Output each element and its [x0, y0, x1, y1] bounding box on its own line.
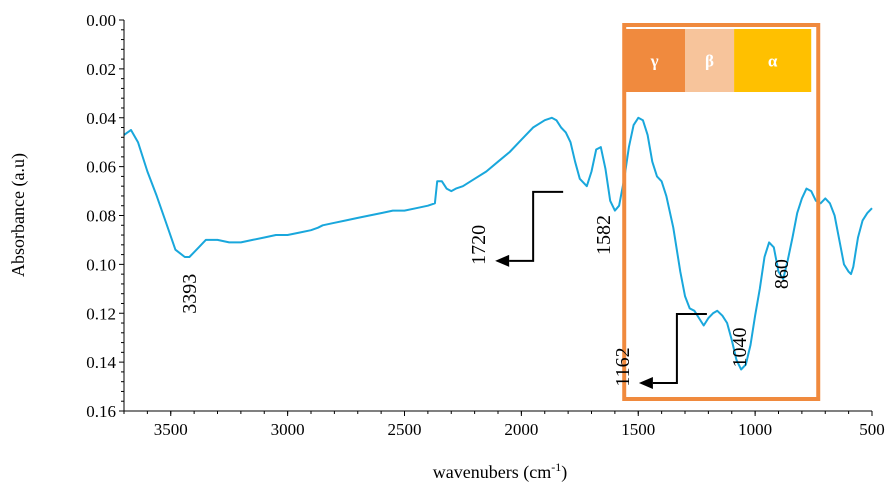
- x-tick-label: 1000: [738, 420, 772, 439]
- region-band: [685, 29, 735, 92]
- region-band: [734, 29, 812, 92]
- region-label: γ: [650, 52, 659, 71]
- region-label: α: [768, 52, 778, 71]
- y-tick-label: 0.08: [86, 207, 116, 226]
- peak-arrow-head: [495, 254, 510, 267]
- peak-label: 1040: [729, 327, 751, 367]
- y-tick-label: 0.16: [86, 402, 116, 421]
- x-tick-label: 2000: [504, 420, 538, 439]
- peak-label: 1582: [593, 215, 615, 255]
- y-tick-label: 0.12: [86, 304, 116, 323]
- x-tick-label: 1500: [621, 420, 655, 439]
- y-tick-label: 0.06: [86, 158, 116, 177]
- y-tick-label: 0.02: [86, 60, 116, 79]
- region-outline: [622, 23, 821, 401]
- y-tick-label: 0.00: [86, 11, 116, 30]
- x-axis-title-sup: -1: [551, 460, 561, 474]
- axes: 0.00 0.02 0.04 0.06 0.08 0.10 0.12 0.14 0.16 3500…: [86, 11, 885, 439]
- region-label: β: [705, 52, 714, 71]
- peak-label: 860: [771, 259, 793, 289]
- peak-label: 1720: [468, 225, 490, 265]
- x-tick-label: 3000: [271, 420, 305, 439]
- x-axis-title-end: ): [561, 462, 567, 483]
- x-axis-title-main: wavenubers (cm: [433, 462, 551, 483]
- annotations: 3393 1720 1582 1162 1040 860: [179, 190, 793, 390]
- x-axis-title: wavenubers (cm-1): [433, 460, 567, 483]
- x-tick-label: 500: [859, 420, 885, 439]
- peak-label: 3393: [179, 274, 201, 314]
- peak-arrow-head: [638, 377, 653, 390]
- spectrum-line: [123, 116, 873, 371]
- peak-arrow-line: [509, 190, 564, 262]
- x-tick-label: 2500: [388, 420, 422, 439]
- peak-label: 1162: [612, 347, 634, 386]
- y-tick-label: 0.14: [86, 353, 116, 372]
- region-band: [624, 29, 685, 92]
- x-tick-label: 3500: [154, 420, 188, 439]
- peak-arrow-line: [652, 313, 707, 385]
- y-axis-title: Absorbance (a.u): [8, 153, 29, 277]
- y-tick-label: 0.04: [86, 109, 116, 128]
- y-tick-label: 0.10: [86, 255, 116, 274]
- plot-area: [123, 116, 873, 371]
